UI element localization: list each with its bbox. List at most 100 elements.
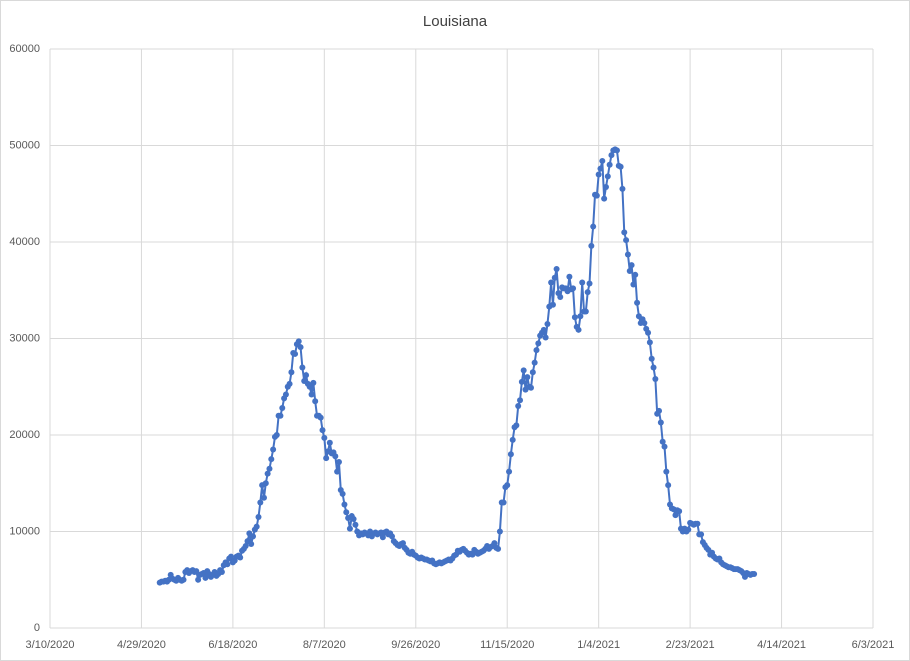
data-point — [288, 369, 295, 376]
x-tick-label: 3/10/2020 — [26, 639, 75, 651]
data-point — [630, 281, 637, 288]
data-point — [557, 294, 564, 301]
data-point — [495, 545, 502, 552]
data-point — [672, 512, 679, 519]
data-point — [619, 185, 626, 192]
data-point — [262, 480, 269, 487]
data-point — [334, 468, 341, 475]
y-tick-label: 10000 — [9, 525, 40, 537]
x-tick-label: 6/18/2020 — [208, 639, 257, 651]
data-point — [270, 446, 277, 453]
y-tick-label: 60000 — [9, 43, 40, 55]
data-point — [277, 412, 284, 419]
data-point — [520, 367, 527, 374]
data-point — [529, 369, 536, 376]
x-tick-label: 4/29/2020 — [117, 639, 166, 651]
data-point — [255, 514, 262, 521]
data-point — [608, 152, 615, 159]
data-point — [268, 456, 275, 463]
data-point — [507, 451, 514, 458]
data-point — [657, 419, 664, 426]
data-point — [517, 397, 524, 404]
data-point — [297, 344, 304, 351]
y-tick-label: 40000 — [9, 236, 40, 248]
data-point — [577, 313, 584, 320]
data-point — [524, 374, 531, 381]
data-point — [350, 515, 357, 522]
data-point — [606, 161, 613, 168]
data-point — [540, 326, 547, 333]
data-point — [623, 237, 630, 244]
data-point — [317, 414, 324, 421]
data-point — [617, 163, 624, 170]
data-point — [506, 468, 513, 475]
y-tick-label: 20000 — [9, 429, 40, 441]
data-point — [663, 468, 670, 475]
data-point — [698, 531, 705, 538]
x-tick-label: 8/7/2020 — [303, 639, 346, 651]
data-point — [323, 455, 330, 462]
data-point — [634, 299, 641, 306]
data-point — [218, 569, 225, 576]
data-point — [652, 376, 659, 383]
data-point — [264, 470, 271, 477]
data-point — [553, 266, 560, 273]
data-point — [595, 171, 602, 178]
data-point — [676, 508, 683, 515]
x-tick-label: 2/23/2021 — [666, 639, 715, 651]
y-tick-label: 50000 — [9, 139, 40, 151]
data-point — [319, 427, 326, 434]
data-point — [604, 173, 611, 180]
data-point — [599, 157, 606, 164]
data-point — [597, 165, 604, 172]
data-point — [250, 533, 257, 540]
data-point — [273, 432, 280, 438]
data-point — [253, 523, 260, 530]
data-point — [570, 285, 577, 292]
data-point — [308, 391, 315, 398]
data-point — [224, 561, 231, 568]
data-point — [579, 279, 586, 286]
data-point — [389, 533, 396, 540]
data-point — [645, 329, 652, 336]
data-point — [628, 262, 635, 269]
data-point — [303, 372, 310, 379]
data-point — [531, 359, 538, 366]
data-point — [496, 528, 503, 535]
data-point — [588, 242, 595, 249]
data-point — [535, 340, 542, 347]
data-point — [237, 554, 244, 561]
data-point — [326, 439, 333, 446]
data-point — [321, 434, 328, 441]
x-tick-label: 11/15/2020 — [480, 639, 534, 651]
data-point — [202, 574, 209, 581]
data-point — [601, 195, 608, 202]
x-tick-label: 6/3/2021 — [852, 639, 895, 651]
data-point — [515, 403, 522, 410]
data-point — [295, 338, 302, 345]
data-point — [751, 570, 758, 577]
data-point — [500, 499, 507, 506]
data-point — [694, 520, 701, 527]
data-point — [343, 509, 350, 516]
data-point — [602, 183, 609, 190]
data-point — [332, 453, 339, 460]
data-point — [180, 576, 187, 583]
data-point — [582, 308, 589, 315]
chart-title: Louisiana — [423, 13, 488, 30]
data-point — [575, 326, 582, 333]
data-point — [665, 482, 672, 489]
data-point — [659, 438, 666, 445]
x-tick-label: 4/14/2021 — [757, 639, 806, 651]
data-point — [626, 267, 633, 274]
data-point — [533, 347, 540, 354]
data-point — [491, 540, 498, 547]
x-tick-label: 9/26/2020 — [391, 639, 440, 651]
data-point — [509, 436, 516, 443]
data-point — [260, 494, 267, 501]
data-point — [248, 541, 255, 548]
data-point — [312, 398, 319, 405]
data-point — [542, 334, 549, 341]
data-point — [518, 378, 525, 385]
data-point — [641, 320, 648, 327]
